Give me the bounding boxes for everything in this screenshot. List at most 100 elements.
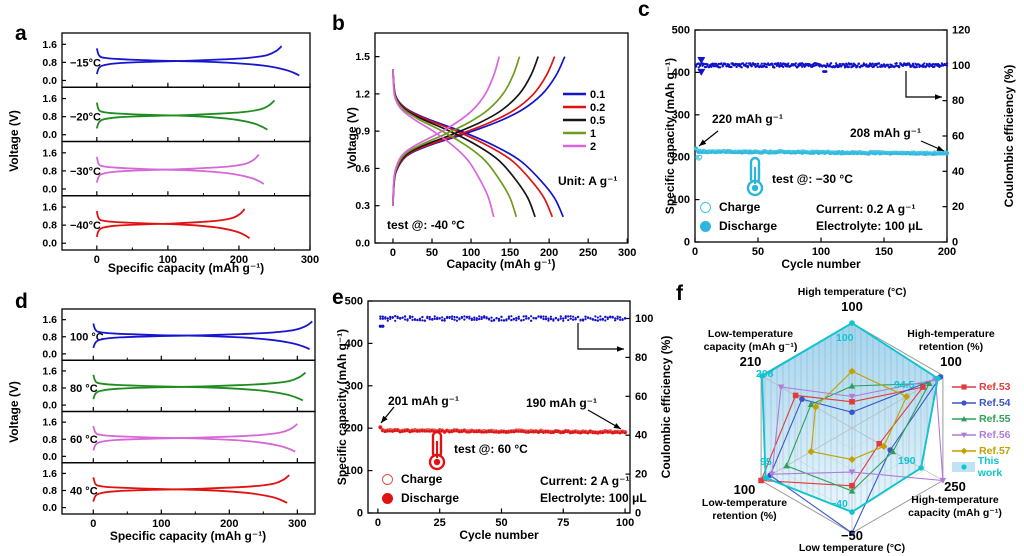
panel-b-y-axis-label: Voltage (V) <box>345 107 359 169</box>
svg-text:0.6: 0.6 <box>355 163 370 175</box>
radar-axis-max: 210 <box>739 354 762 369</box>
panel-f-radar <box>758 320 947 536</box>
svg-text:1.2: 1.2 <box>355 88 370 100</box>
svg-text:0.8: 0.8 <box>42 383 57 395</box>
radar-legend-item-this-work: This work <box>952 455 1024 479</box>
svg-text:0.8: 0.8 <box>42 111 57 123</box>
panel-c: 0 100 200 300 400 500 0 20 40 60 80 100 120 0 50 100 150… <box>630 0 1024 276</box>
svg-text:400: 400 <box>672 67 690 79</box>
circle-icon <box>952 461 975 472</box>
svg-text:1.6: 1.6 <box>42 202 57 214</box>
panel-c-test-note: test @: −30 °C <box>772 172 853 186</box>
panel-e: 0 100 200 300 400 500 0 20 40 60 80 100 0 25 50 75 100 e… <box>330 276 690 556</box>
svg-text:0.0: 0.0 <box>42 183 57 195</box>
svg-text:0.0: 0.0 <box>355 238 370 250</box>
radar-legend-label: Ref.57 <box>979 444 1011 457</box>
panel-b-plot: 0.00.30.60.91.21.50 50 100 150 200 250 3000.10… <box>355 32 636 259</box>
svg-text:500: 500 <box>345 296 363 308</box>
svg-text:100: 100 <box>462 247 480 259</box>
svg-text:150: 150 <box>875 246 893 258</box>
panel-a-y-axis-label: Voltage (V) <box>7 110 21 172</box>
svg-text:0.2: 0.2 <box>590 102 605 114</box>
panel-b-x-axis-label: Capacity (mAh g⁻¹) <box>446 257 556 271</box>
svg-text:1.5: 1.5 <box>355 51 370 63</box>
svg-text:200: 200 <box>938 246 956 258</box>
svg-text:60 °C: 60 °C <box>70 434 98 446</box>
radar-axis-ht-retention: High-temperature retention (%) 100 <box>892 328 1010 369</box>
radar-axis-max: 100 <box>733 482 756 497</box>
panel-letter-d: d <box>15 290 28 313</box>
panel-c-y-left-label: Specific capacity (mAh g⁻¹) <box>663 57 677 215</box>
radar-legend: Ref.53 Ref.54 Ref.55 Ref.56 Ref.57 This work <box>952 380 1024 479</box>
svg-text:0: 0 <box>684 237 690 249</box>
radar-legend-label: Ref.55 <box>979 412 1011 425</box>
panel-c-electrolyte-note: Electrolyte: 100 μL <box>816 219 923 233</box>
svg-text:400: 400 <box>345 338 363 350</box>
panel-c-x-axis-label: Cycle number <box>781 257 861 271</box>
svg-text:20: 20 <box>952 201 964 213</box>
panel-a-plot: 0.0 0.8 1.6 −15°C 0.0 0.8 1.6 −20°C 0.0 0.8 1.6 −30… <box>42 32 319 266</box>
svg-text:100: 100 <box>152 518 170 530</box>
svg-text:0.9: 0.9 <box>355 126 370 138</box>
svg-text:300: 300 <box>288 518 306 530</box>
svg-text:100: 100 <box>672 194 690 206</box>
triangle-up-icon <box>952 415 976 421</box>
svg-text:300: 300 <box>618 247 636 259</box>
svg-text:120: 120 <box>952 25 970 37</box>
capacity-start-annotation-e: 201 mAh g⁻¹ <box>388 394 460 408</box>
radar-axis-label: Low-temperature <box>707 328 794 340</box>
legend-item-discharge: Discharge <box>382 491 459 505</box>
svg-text:50: 50 <box>752 246 764 258</box>
svg-text:150: 150 <box>501 247 519 259</box>
panel-letter-a: a <box>15 22 27 45</box>
panel-letter-b: b <box>332 12 345 35</box>
radar-axis-max: 100 <box>940 354 962 369</box>
svg-text:200: 200 <box>345 423 363 435</box>
panel-c-legend: Charge Discharge <box>700 200 777 233</box>
panel-c-current-note: Current: 0.2 A g⁻¹ <box>816 202 916 216</box>
svg-text:500: 500 <box>672 25 690 37</box>
radar-axis-max: −50 <box>840 528 864 543</box>
radar-axis-lt-capacity: Low-temperature capacity (mAh g⁻¹) 210 <box>688 328 813 369</box>
panel-c-y-right-label: Coulombic efficiency (%) <box>1002 64 1016 208</box>
radar-axis-label: High-temperature <box>907 328 995 340</box>
open-circle-icon <box>382 473 393 485</box>
svg-text:1.6: 1.6 <box>42 417 57 429</box>
radar-axis-max: 250 <box>944 479 966 494</box>
svg-text:80 °C: 80 °C <box>70 383 98 395</box>
panel-b-test-note: test @: -40 °C <box>387 218 465 232</box>
svg-text:0.0: 0.0 <box>42 451 57 463</box>
filled-circle-icon <box>382 492 393 504</box>
svg-text:75: 75 <box>557 517 569 529</box>
svg-text:−40°C: −40°C <box>70 220 101 232</box>
radar-axis-max: 100 <box>841 299 863 314</box>
panel-d-y-axis-label: Voltage (V) <box>7 381 21 443</box>
svg-text:0: 0 <box>692 246 698 258</box>
svg-text:0.8: 0.8 <box>42 434 57 446</box>
svg-text:200: 200 <box>220 518 238 530</box>
radar-legend-item-ref-55: Ref.55 <box>952 412 1024 425</box>
radar-this-work-value: 95 <box>760 456 772 468</box>
svg-text:0.1: 0.1 <box>590 89 605 101</box>
radar-axis-ht-capacity: 250 High-temperature capacity (mAh g⁻¹) <box>893 479 1017 520</box>
radar-axis-label: capacity (mAh g⁻¹) <box>908 507 1002 519</box>
svg-text:0.8: 0.8 <box>42 57 57 69</box>
legend-item-charge: Charge <box>700 200 777 214</box>
panel-c-plot: 0 100 200 300 400 500 0 20 40 60 80 100 120 0 50 100 150… <box>672 25 971 259</box>
svg-text:100: 100 <box>812 246 830 258</box>
circle-icon <box>952 399 976 406</box>
legend-label: Discharge <box>401 491 460 505</box>
svg-text:40 °C: 40 °C <box>70 485 98 497</box>
svg-text:1.6: 1.6 <box>42 93 57 105</box>
svg-text:−30°C: −30°C <box>70 166 101 178</box>
capacity-start-annotation: 220 mAh g⁻¹ <box>712 112 784 126</box>
svg-text:0.0: 0.0 <box>42 129 57 141</box>
svg-text:0.0: 0.0 <box>42 502 57 514</box>
svg-text:100: 100 <box>616 517 634 529</box>
panel-a-x-axis-label: Specific capacity (mAh g⁻¹) <box>107 261 265 275</box>
svg-text:0.8: 0.8 <box>42 220 57 232</box>
svg-text:40: 40 <box>952 166 964 178</box>
capacity-end-annotation: 208 mAh g⁻¹ <box>850 126 922 140</box>
